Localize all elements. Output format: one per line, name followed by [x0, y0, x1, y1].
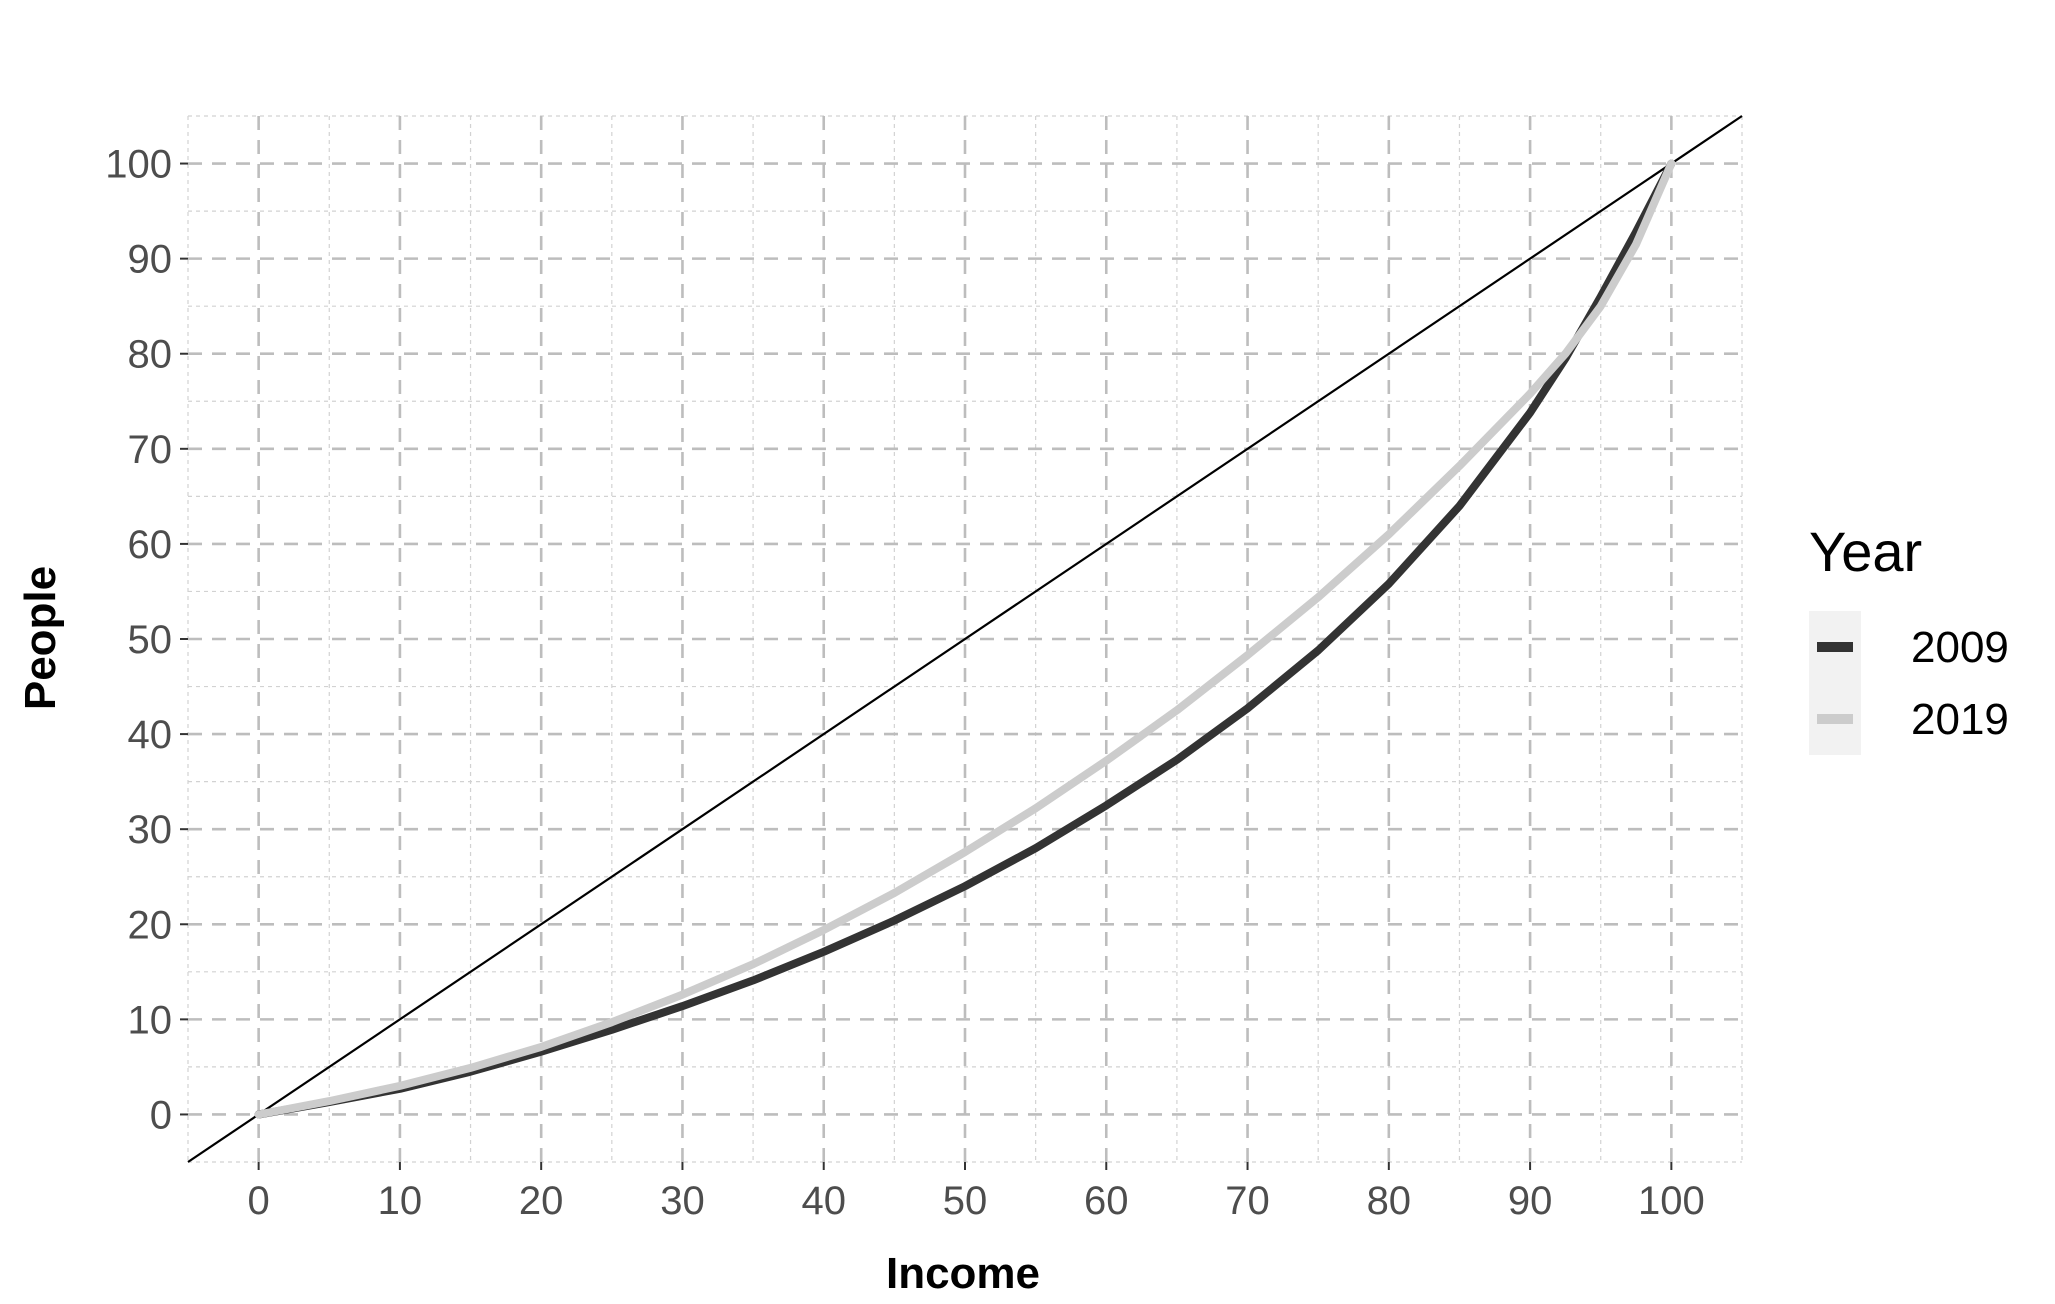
legend-label-2019: 2019	[1911, 695, 2009, 744]
y-tick-label: 100	[105, 143, 172, 187]
y-tick-label: 30	[128, 808, 173, 852]
x-tick-label: 20	[519, 1179, 564, 1223]
y-axis-title: People	[16, 566, 65, 710]
reference-line-layer	[187, 115, 1743, 1163]
y-tick-label: 10	[128, 998, 173, 1042]
grid-layer	[187, 115, 1743, 1163]
y-tick-label: 60	[128, 523, 173, 567]
x-tick-label: 50	[943, 1179, 988, 1223]
legend: Year 2009 2019	[1809, 520, 2009, 755]
equality-line	[187, 115, 1743, 1163]
y-tick-label: 80	[128, 333, 173, 377]
series-line-2019	[254, 159, 1676, 1119]
x-tick-label: 70	[1225, 1179, 1270, 1223]
y-tick-label: 40	[128, 713, 173, 757]
series-layer	[254, 159, 1676, 1119]
x-tick-label: 80	[1367, 1179, 1412, 1223]
y-tick-label: 50	[128, 618, 173, 662]
legend-key-background	[1809, 611, 1861, 755]
x-tick-label: 60	[1084, 1179, 1129, 1223]
x-tick-label: 10	[378, 1179, 423, 1223]
x-tick-label: 90	[1508, 1179, 1553, 1223]
y-tick-label: 90	[128, 238, 173, 282]
x-axis-title: Income	[886, 1249, 1040, 1298]
legend-title: Year	[1809, 520, 1922, 583]
x-tick-label: 100	[1638, 1179, 1705, 1223]
y-tick-label: 20	[128, 903, 173, 947]
x-tick-label: 30	[660, 1179, 705, 1223]
x-tick-label: 0	[248, 1179, 270, 1223]
y-tick-label: 70	[128, 428, 173, 472]
legend-label-2009: 2009	[1911, 623, 2009, 672]
series-line-2009	[254, 159, 1676, 1119]
ticks-layer: 0 10 20 30 40 50 60 70 80 90 100 0 10 20 30 40 50 60 70 80 9…	[105, 143, 1704, 1223]
y-tick-label: 0	[150, 1093, 172, 1137]
x-tick-label: 40	[801, 1179, 846, 1223]
